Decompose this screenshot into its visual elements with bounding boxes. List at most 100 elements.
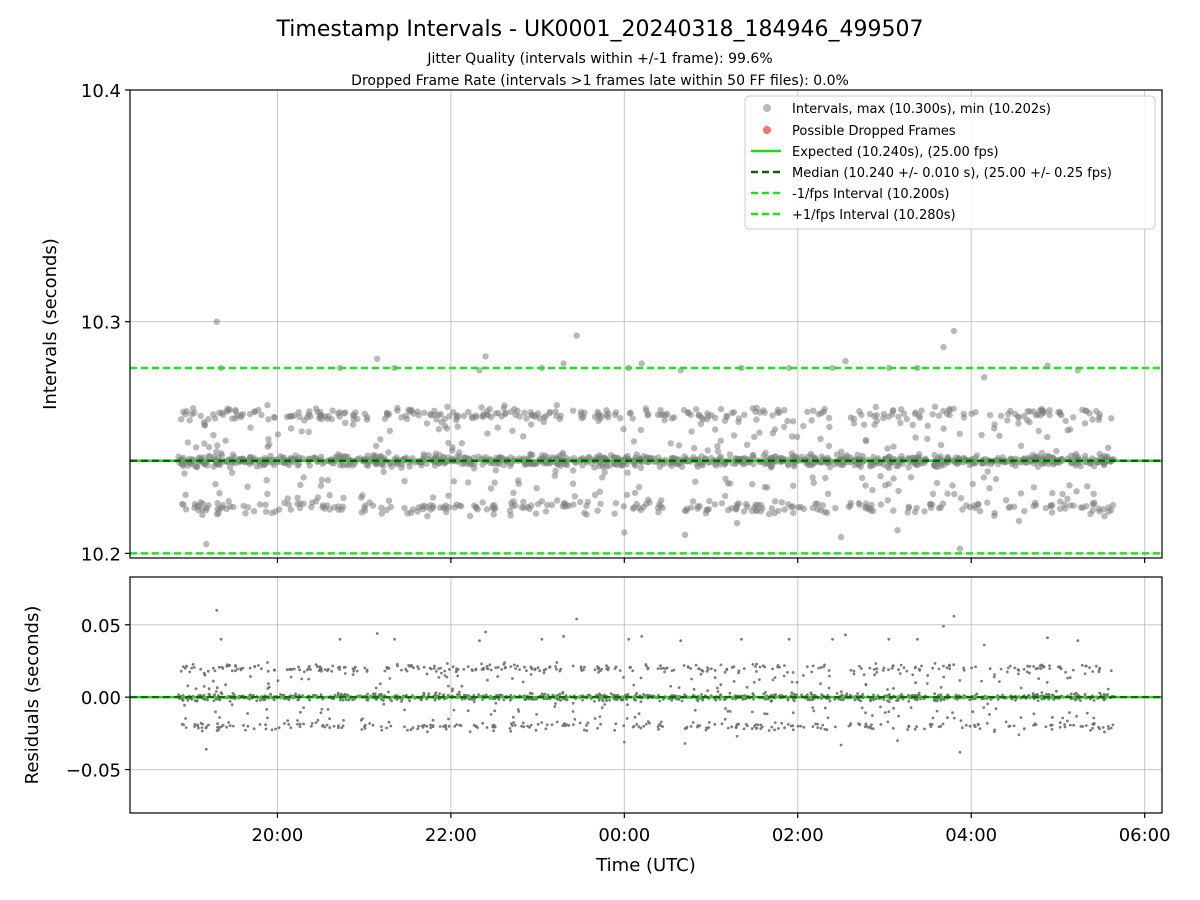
residual-point: [265, 708, 269, 711]
interval-point: [839, 461, 847, 469]
interval-point: [859, 474, 866, 482]
residual-point: [543, 692, 547, 696]
interval-point: [272, 508, 279, 515]
residual-point: [875, 667, 879, 671]
residual-point: [734, 726, 738, 729]
interval-point: [264, 490, 271, 498]
interval-point: [916, 414, 923, 421]
residual-point: [571, 701, 575, 705]
interval-point: [870, 507, 877, 515]
residual-point: [746, 724, 749, 728]
residual-point: [1014, 698, 1017, 702]
interval-point: [1015, 420, 1022, 427]
residual-point: [948, 663, 951, 667]
interval-point: [305, 428, 312, 435]
interval-point: [1087, 510, 1094, 518]
residual-point: [529, 723, 533, 727]
interval-point: [688, 428, 695, 435]
residual-point: [888, 693, 891, 696]
interval-point: [294, 494, 301, 502]
residual-point: [215, 608, 219, 612]
residual-point: [458, 723, 462, 727]
interval-point: [984, 468, 991, 475]
residual-point: [658, 699, 662, 703]
residual-point: [1033, 722, 1037, 725]
interval-point: [897, 419, 904, 426]
residual-point: [860, 667, 863, 670]
residual-point: [635, 691, 639, 695]
interval-point: [406, 463, 413, 470]
interval-point: [733, 506, 740, 513]
residual-point: [197, 726, 200, 730]
residual-point: [204, 747, 208, 751]
residual-point: [740, 637, 743, 641]
interval-point: [768, 462, 775, 470]
residual-point: [536, 722, 540, 726]
residual-point: [819, 682, 822, 685]
residual-point: [656, 667, 660, 670]
residual-point: [521, 680, 525, 684]
residual-point: [1097, 725, 1100, 729]
residual-point: [337, 724, 340, 728]
residual-point: [366, 698, 370, 702]
residual-point: [961, 726, 964, 730]
interval-point: [570, 407, 577, 414]
interval-point: [479, 461, 486, 468]
residual-point: [752, 697, 755, 701]
interval-point: [986, 412, 994, 419]
residual-point: [642, 693, 645, 696]
residual-point: [185, 664, 189, 668]
interval-point: [900, 410, 908, 417]
residual-point: [433, 698, 437, 702]
residual-point: [697, 667, 701, 671]
residual-point: [366, 692, 369, 696]
residual-point: [806, 693, 809, 697]
residuals-axes-frame: [129, 576, 1163, 814]
interval-point: [1038, 450, 1046, 457]
residual-point: [194, 687, 198, 691]
interval-point: [262, 508, 270, 515]
residual-point: [917, 693, 920, 697]
residual-point: [741, 698, 745, 701]
residual-point: [289, 726, 293, 730]
residual-point: [792, 692, 796, 696]
residual-point: [207, 723, 210, 727]
residual-point: [227, 721, 231, 724]
interval-point: [349, 411, 357, 419]
interval-point: [1002, 497, 1010, 504]
interval-point: [662, 412, 669, 419]
residual-point: [580, 669, 584, 672]
residual-point: [1068, 711, 1071, 714]
residual-point: [696, 724, 700, 727]
residual-point: [351, 667, 355, 670]
residual-point: [216, 722, 220, 726]
interval-point: [810, 479, 817, 486]
interval-point: [603, 463, 610, 470]
residual-point: [319, 693, 323, 697]
interval-point: [842, 357, 849, 365]
interval-point: [992, 475, 1000, 483]
residual-point: [755, 670, 758, 673]
interval-point: [814, 500, 821, 507]
interval-point: [250, 508, 258, 515]
interval-point: [384, 410, 391, 417]
interval-point: [451, 504, 458, 511]
interval-point: [340, 494, 347, 501]
interval-point: [690, 445, 698, 452]
interval-point: [733, 520, 741, 527]
interval-point: [401, 477, 408, 485]
interval-point: [492, 410, 499, 417]
residual-point: [770, 699, 773, 702]
residual-point: [872, 668, 876, 671]
residual-point: [310, 722, 314, 725]
residual-point: [1089, 729, 1092, 732]
interval-point: [306, 462, 313, 469]
interval-point: [774, 406, 782, 413]
interval-point: [940, 344, 947, 351]
interval-point: [823, 509, 831, 516]
residual-point: [375, 632, 379, 635]
residuals-ytick-label-0: 0.05: [81, 616, 121, 637]
residual-point: [400, 668, 403, 672]
residual-point: [447, 717, 450, 721]
residual-point: [1101, 726, 1105, 729]
